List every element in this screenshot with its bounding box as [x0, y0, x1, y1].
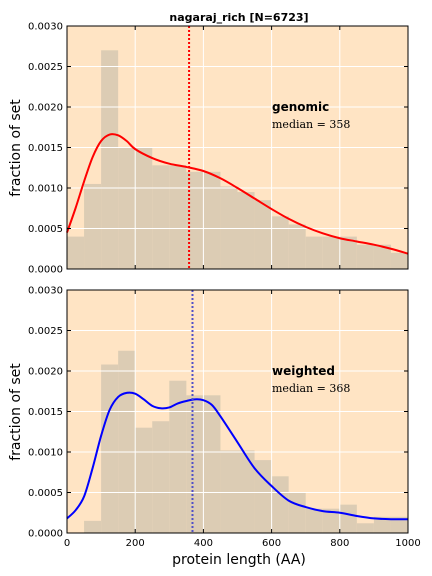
weighted-histogram-bar: [101, 364, 119, 533]
weighted-histogram-bar: [118, 350, 136, 533]
weighted-histogram-bar: [305, 508, 323, 533]
weighted-histogram-bar: [339, 504, 357, 533]
genomic-y-tick-label: 0.0030: [28, 22, 63, 33]
genomic-y-tick-label: 0.0000: [28, 265, 63, 276]
genomic-histogram-bar: [169, 165, 187, 269]
weighted-histogram-bar: [373, 516, 391, 533]
genomic-histogram-bar: [339, 236, 357, 269]
y-axis-label-bottom: fraction of set: [8, 363, 24, 461]
weighted-histogram-bar: [390, 516, 408, 533]
genomic-label: genomic: [272, 100, 329, 114]
genomic-histogram-bar: [84, 183, 102, 269]
genomic-histogram-bar: [203, 171, 221, 269]
y-axis-label-top: fraction of set: [8, 99, 24, 197]
weighted-histogram-bar: [186, 395, 204, 533]
weighted-kde-line: [66, 391, 409, 521]
weighted-y-tick-label: 0.0025: [28, 326, 63, 337]
weighted-histogram-bar: [203, 395, 221, 533]
genomic-histogram-bar: [135, 147, 153, 269]
genomic-histogram-bar: [305, 236, 323, 269]
genomic-histogram-bar: [220, 186, 238, 269]
weighted-median-label: median = 368: [272, 382, 350, 395]
genomic-median-label: median = 358: [272, 118, 350, 131]
weighted-histogram-bar: [135, 427, 153, 533]
weighted-histogram-bar: [220, 450, 238, 533]
genomic-histogram-bar: [356, 244, 374, 269]
genomic-histogram-bar: [254, 200, 272, 269]
weighted-label: weighted: [272, 364, 335, 378]
genomic-y-tick-label: 0.0025: [28, 62, 63, 73]
genomic-y-tick-label: 0.0005: [28, 224, 63, 235]
weighted-y-tick-label: 0.0005: [28, 488, 63, 499]
weighted-y-tick-label: 0.0010: [28, 448, 63, 459]
weighted-histogram-bar: [271, 476, 289, 533]
genomic-histogram-bar: [101, 50, 119, 269]
genomic-histogram-bar: [118, 147, 136, 269]
genomic-y-tick-label: 0.0020: [28, 103, 63, 114]
x-axis-label: protein length (AA): [172, 552, 306, 568]
weighted-histogram-bar: [356, 523, 374, 533]
genomic-histogram-bar: [390, 252, 408, 269]
weighted-x-tick-label: 0: [64, 538, 70, 549]
genomic-kde-line: [66, 133, 409, 255]
genomic-histogram-bar: [237, 192, 255, 269]
chart-title: nagaraj_rich [N=6723]: [169, 11, 308, 24]
weighted-histogram-bar: [169, 380, 187, 533]
weighted-y-tick-label: 0.0020: [28, 367, 63, 378]
genomic-histogram-bar: [186, 171, 204, 269]
weighted-histogram-bar: [322, 508, 340, 533]
genomic-histogram-bar: [373, 244, 391, 269]
genomic-histogram-bar: [322, 236, 340, 269]
genomic-histogram-bar: [67, 236, 85, 269]
weighted-histogram-bar: [237, 450, 255, 533]
weighted-histogram-bar: [152, 421, 170, 533]
weighted-y-tick-label: 0.0015: [28, 407, 63, 418]
weighted-x-tick-label: 1000: [395, 538, 420, 549]
genomic-histogram-bar: [271, 216, 289, 269]
genomic-y-tick-label: 0.0010: [28, 184, 63, 195]
genomic-panel: 0.0000 0.0005 0.0010 0.0015 0.0020 0.0025 0.00…: [28, 22, 409, 276]
weighted-x-tick-label: 800: [330, 538, 349, 549]
weighted-y-tick-label: 0.0000: [28, 529, 63, 540]
genomic-y-tick-label: 0.0015: [28, 143, 63, 154]
weighted-panel: 0.0000 0.0005 0.0010 0.0015 0.0020 0.0025 0.00…: [28, 286, 421, 550]
weighted-x-tick-label: 200: [126, 538, 145, 549]
weighted-histogram-bar: [288, 492, 306, 533]
genomic-histogram-bar: [288, 224, 306, 269]
genomic-histogram-bar: [152, 165, 170, 269]
weighted-histogram-bar: [254, 460, 272, 533]
weighted-x-tick-label: 600: [262, 538, 281, 549]
weighted-histogram-bar: [84, 520, 102, 533]
weighted-y-tick-label: 0.0030: [28, 286, 63, 297]
weighted-x-tick-label: 400: [194, 538, 213, 549]
